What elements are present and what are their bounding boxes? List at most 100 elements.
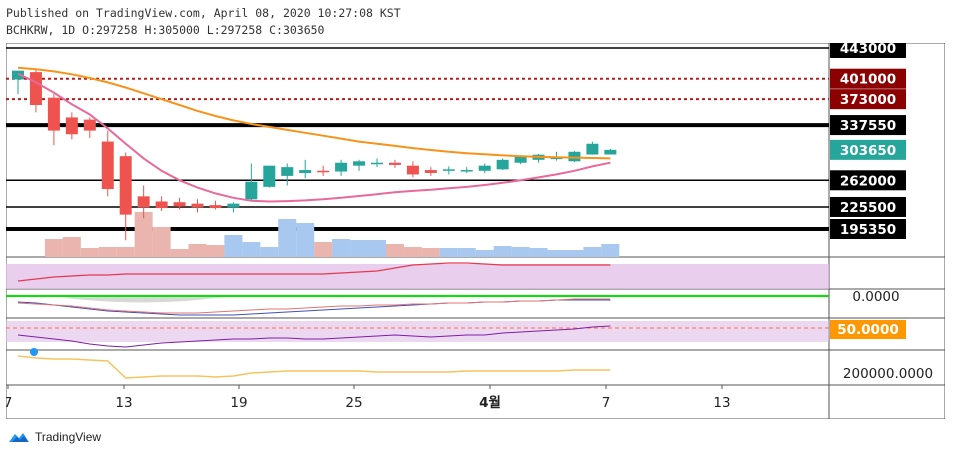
candle-body [353,161,366,166]
candle-body [281,167,294,176]
volume-bar [511,247,530,257]
price-label: 262000 [840,173,896,189]
candle-body [335,162,348,172]
candle-body [424,170,437,173]
ma-fast-line [17,72,611,203]
candle-body [101,141,114,190]
candle-body [173,202,186,207]
candle-body [460,170,473,172]
volume-bar [224,235,243,257]
volume-bar [547,250,566,257]
volume-bar [332,239,351,257]
volume-bar [439,248,458,257]
candle-body [604,149,617,155]
moving-averages [17,66,611,203]
candlestick-chart[interactable]: 443000 401000 373000 337550 303650 262000 2255… [4,38,946,420]
stoch-band [6,321,829,342]
volume-bar [206,245,225,257]
x-axis-label: 13 [115,395,132,411]
volume-bar [188,244,207,257]
candle-body [478,165,491,171]
candles [12,68,617,241]
volume-bar [134,212,153,257]
pane-marker [30,348,38,356]
x-axis-label: 7 [6,395,12,411]
x-axis-label: 25 [345,395,362,411]
axis-labels: 443000 401000 373000 337550 303650 262000 2255… [4,38,933,411]
candle-body [119,156,132,215]
volume-bar [314,242,333,257]
x-axis-label: 4월 [479,394,501,411]
volume-bar [242,242,261,257]
price-label: 401000 [840,72,896,88]
volume-bar [529,248,548,257]
price-label-bg [830,139,906,160]
volume-bar [80,248,99,257]
volume-bar [116,247,135,257]
volume-bar [457,248,476,257]
candle-body [155,201,168,209]
volume-bar [170,249,189,257]
candle-body [47,97,60,131]
indicator-panes [6,262,829,379]
price-label: 195350 [840,222,896,238]
oscillator-line-b [17,298,611,314]
price-label: 225500 [840,200,896,216]
volume-bar [44,239,63,257]
price-label: 303650 [840,143,896,159]
volume-bar [421,248,440,257]
candle-body [568,151,581,162]
price-label-bg [830,89,906,110]
volume-bar [98,247,117,257]
x-axis-label: 13 [713,395,730,411]
volume-bar [403,247,422,257]
candle-body [263,165,276,187]
candle-body [83,119,96,131]
x-axis-label: 7 [602,395,611,411]
candle-body [388,162,401,165]
candle-body [191,203,204,208]
volume-bar [475,250,494,257]
volume-bar [493,246,512,257]
candle-body [496,159,509,170]
histogram-area [66,297,226,303]
price-levels [6,47,829,231]
candle-body [406,165,419,175]
candle-body [299,170,312,173]
price-label: 337550 [840,118,896,134]
price-label-bg [830,170,906,191]
volume-bars [44,212,620,257]
price-label-bg [830,115,906,136]
candle-body [245,181,258,200]
price-label-bg [830,68,906,89]
candle-body [137,196,150,208]
volume-bar [278,219,297,257]
tradingview-logo[interactable]: TradingView [8,430,101,444]
price-label: 443000 [840,43,896,57]
ma-slow-line [17,66,611,160]
volume-bar [62,237,81,257]
bottom-indicator-line [17,355,611,379]
candle-body [209,205,222,209]
tradingview-logo-text: TradingView [35,430,102,444]
chart-area[interactable]: 443000 401000 373000 337550 303650 262000 2255… [4,38,946,420]
published-line: Published on TradingView.com, April 08, … [6,6,401,20]
rsi-mid-label-bg [830,320,906,339]
price-label-bg [830,219,906,239]
macd-zero-label: 0.0000 [852,289,899,305]
candle-body [586,143,599,155]
candle-body [29,72,42,106]
volume-bar [152,227,171,257]
rsi-band [6,264,829,289]
bottom-indicator-label: 200000.0000 [843,366,933,382]
stoch-line [17,325,611,348]
candle-body [371,162,383,165]
rsi-line [17,262,611,282]
ohlc-line: BCHKRW, 1D O:297258 H:305000 L:297258 C:… [6,23,325,37]
volume-bar [601,244,620,257]
candle-body [442,169,455,171]
volume-bar [296,223,315,257]
volume-bar [583,247,602,257]
volume-bar [368,240,386,257]
candle-body [65,117,78,135]
